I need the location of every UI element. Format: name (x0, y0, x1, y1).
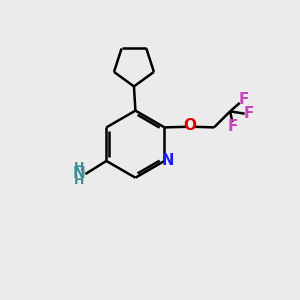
Text: H: H (74, 174, 84, 187)
Text: H: H (74, 161, 84, 174)
Text: N: N (162, 153, 174, 168)
Text: F: F (239, 92, 249, 106)
Text: O: O (184, 118, 196, 133)
Text: F: F (244, 106, 254, 121)
Text: F: F (227, 119, 238, 134)
Text: N: N (73, 166, 85, 181)
